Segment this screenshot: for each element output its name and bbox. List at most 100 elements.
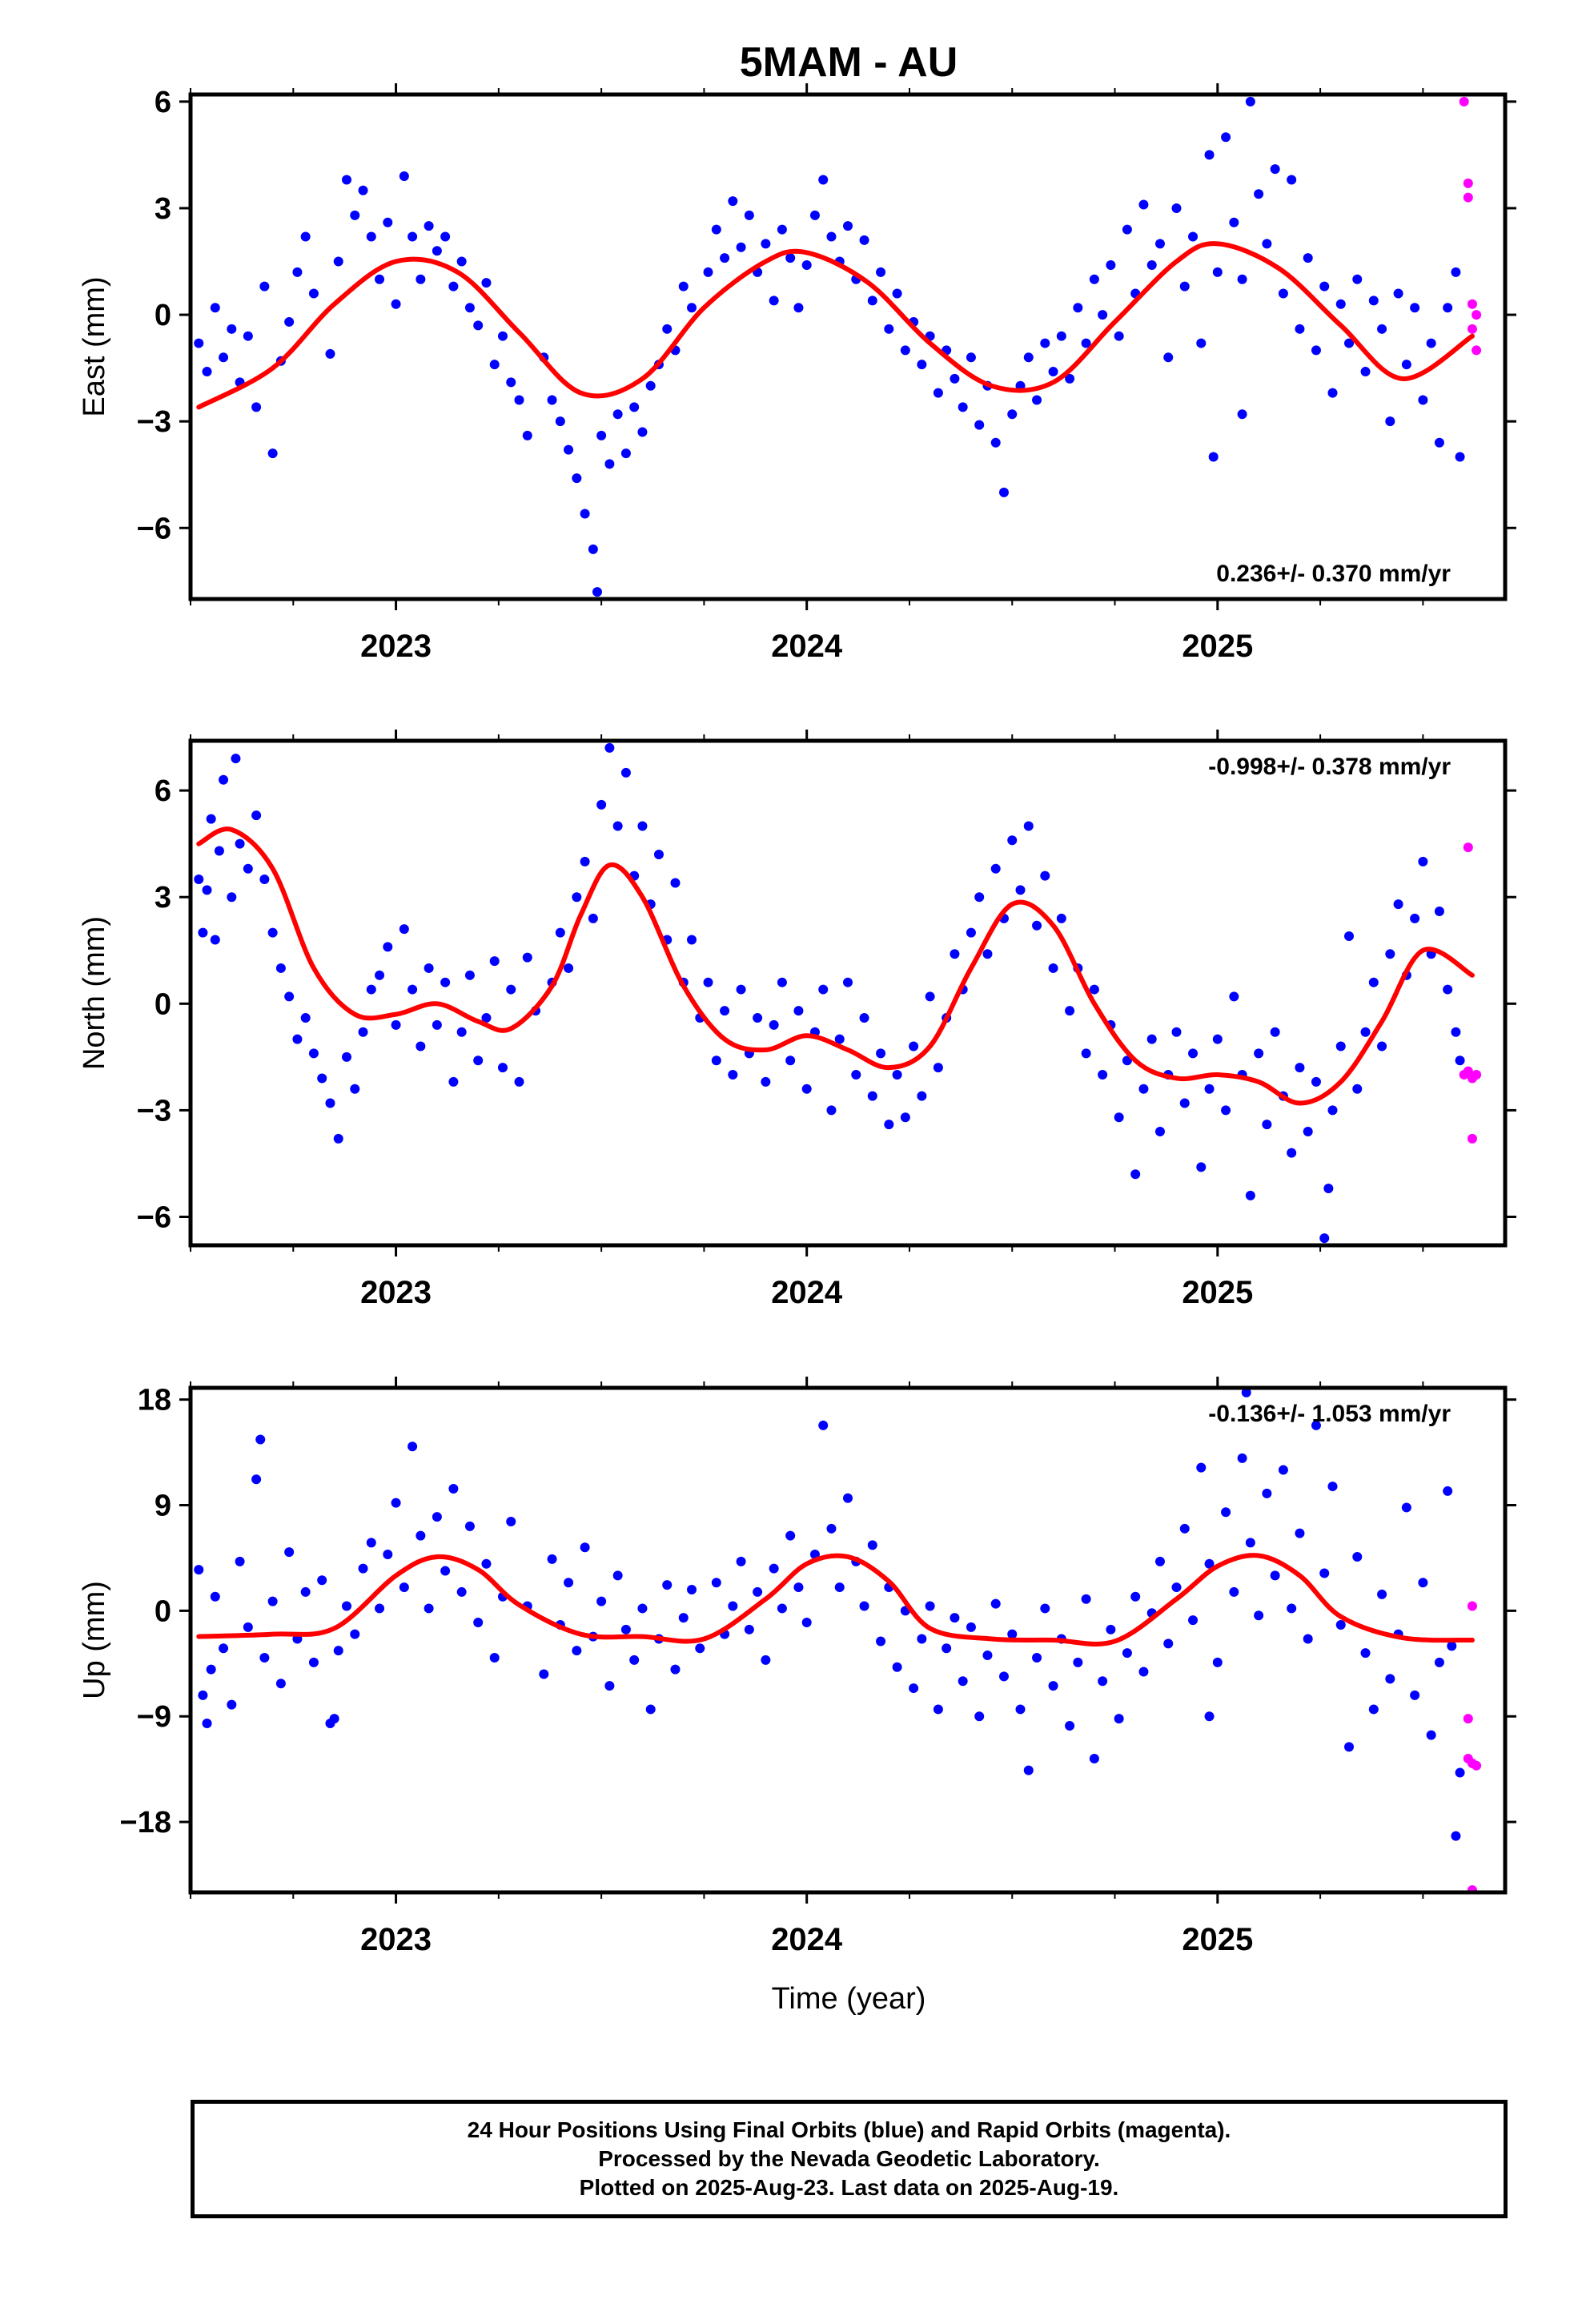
- final-orbit-point: [219, 1643, 229, 1654]
- final-orbit-point: [275, 1679, 286, 1689]
- final-orbit-point: [884, 1120, 894, 1130]
- final-orbit-point: [1319, 1568, 1330, 1578]
- final-orbit-point: [489, 1652, 500, 1663]
- y-tick-label: 6: [155, 86, 171, 119]
- final-orbit-point: [1434, 437, 1444, 448]
- final-orbit-point: [793, 1006, 804, 1016]
- final-orbit-point: [202, 367, 212, 377]
- rapid-orbit-point: [1463, 1066, 1473, 1076]
- final-orbit-point: [1311, 1076, 1321, 1087]
- final-orbit-point: [329, 1714, 339, 1724]
- final-orbit-point: [251, 402, 262, 412]
- final-orbit-point: [473, 1618, 484, 1628]
- final-orbit-point: [826, 231, 837, 242]
- final-orbit-point: [1122, 224, 1132, 235]
- final-orbit-point: [1385, 416, 1395, 427]
- final-orbit-point: [933, 1063, 943, 1073]
- final-orbit-point: [580, 856, 590, 866]
- final-orbit-point: [375, 970, 385, 980]
- final-orbit-point: [900, 1112, 910, 1123]
- final-orbit-point: [300, 1586, 311, 1597]
- final-orbit-point: [1278, 288, 1288, 299]
- final-orbit-point: [1319, 1233, 1330, 1244]
- y-axis-label: North (mm): [78, 916, 111, 1070]
- final-orbit-point: [341, 175, 351, 185]
- final-orbit-point: [785, 1530, 796, 1541]
- final-orbit-point: [1418, 1578, 1428, 1588]
- final-orbit-point: [1303, 1127, 1313, 1137]
- final-orbit-point: [424, 1603, 434, 1614]
- final-orbit-point: [604, 742, 615, 753]
- final-orbit-point: [1204, 1084, 1215, 1094]
- final-orbit-point: [711, 1578, 721, 1588]
- final-orbit-point: [859, 1013, 869, 1023]
- final-orbit-point: [974, 892, 985, 903]
- final-orbit-point: [1262, 1120, 1272, 1130]
- final-orbit-point: [1204, 1558, 1215, 1569]
- final-orbit-point: [720, 1006, 730, 1016]
- final-orbit-point: [1048, 1681, 1058, 1691]
- final-orbit-point: [1089, 984, 1099, 995]
- final-orbit-point: [1032, 1652, 1042, 1663]
- final-orbit-point: [933, 1704, 943, 1715]
- final-orbit-point: [1455, 1055, 1465, 1066]
- final-orbit-point: [1023, 1765, 1034, 1775]
- final-orbit-point: [572, 473, 582, 484]
- final-orbit-point: [1179, 1523, 1190, 1534]
- final-orbit-point: [785, 253, 796, 263]
- final-orbit-point: [1303, 253, 1313, 263]
- final-orbit-point: [1385, 949, 1395, 959]
- final-orbit-point: [1221, 1507, 1231, 1518]
- final-orbit-point: [703, 977, 713, 987]
- final-orbit-point: [235, 838, 245, 849]
- final-orbit-point: [202, 885, 212, 895]
- final-orbit-point: [1229, 217, 1239, 227]
- model-fit-curve: [196, 1553, 1475, 1647]
- final-orbit-point: [777, 977, 787, 987]
- final-orbit-point: [753, 1013, 763, 1023]
- final-orbit-point: [1212, 267, 1223, 277]
- final-orbit-point: [251, 810, 262, 821]
- final-orbit-point: [210, 935, 220, 945]
- final-orbit-point: [958, 1676, 968, 1687]
- final-orbit-point: [1278, 1465, 1288, 1475]
- final-orbit-point: [1237, 409, 1247, 420]
- final-orbit-point: [267, 927, 278, 938]
- final-orbit-point: [909, 1041, 919, 1051]
- final-orbit-point: [1081, 338, 1091, 348]
- final-orbit-point: [769, 1563, 779, 1574]
- final-orbit-point: [1270, 1027, 1280, 1037]
- final-orbit-point: [317, 1073, 327, 1084]
- final-orbit-point: [612, 821, 623, 831]
- final-orbit-point: [564, 1578, 574, 1588]
- final-orbit-point: [982, 949, 993, 959]
- final-orbit-point: [876, 1636, 886, 1647]
- y-tick-label: 9: [155, 1490, 171, 1523]
- final-orbit-point: [1393, 288, 1403, 299]
- final-orbit-point: [876, 1048, 886, 1059]
- final-orbit-point: [506, 984, 516, 995]
- panel-frame: [188, 1385, 1508, 1895]
- final-orbit-point: [1212, 1657, 1223, 1667]
- plot-area: [194, 1388, 1482, 1892]
- final-orbit-point: [744, 1624, 754, 1634]
- final-orbit-point: [1154, 239, 1165, 249]
- final-orbit-point: [1360, 1027, 1371, 1037]
- final-orbit-point: [267, 448, 278, 459]
- final-orbit-point: [448, 281, 459, 292]
- final-orbit-point: [481, 1013, 492, 1023]
- final-orbit-point: [1360, 367, 1371, 377]
- final-orbit-point: [1221, 1105, 1231, 1116]
- final-orbit-point: [1007, 1629, 1018, 1639]
- final-orbit-point: [637, 821, 648, 831]
- final-orbit-point: [231, 754, 241, 764]
- final-orbit-point: [1434, 1657, 1444, 1667]
- final-orbit-point: [1221, 132, 1231, 143]
- final-orbit-point: [687, 935, 697, 945]
- final-orbit-point: [1287, 175, 1297, 185]
- final-orbit-point: [900, 345, 910, 356]
- final-orbit-point: [678, 281, 689, 292]
- final-orbit-point: [1335, 299, 1346, 309]
- final-orbit-point: [251, 1474, 262, 1485]
